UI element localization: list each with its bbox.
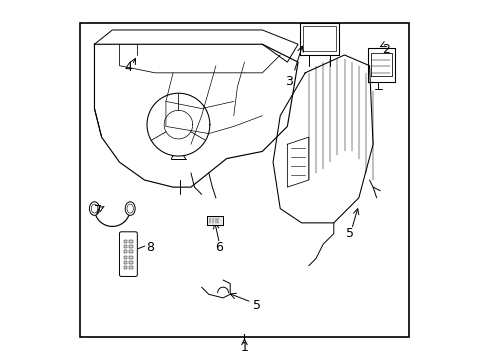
Bar (123, 245, 127, 248)
Ellipse shape (125, 202, 135, 215)
Bar (129, 250, 132, 253)
Bar (129, 245, 132, 248)
Text: 3: 3 (285, 75, 292, 88)
Bar (129, 261, 132, 264)
Bar (129, 256, 132, 258)
Bar (123, 250, 127, 253)
Text: 8: 8 (145, 241, 154, 255)
Text: 1: 1 (240, 341, 248, 354)
Bar (129, 266, 132, 269)
Bar (123, 266, 127, 269)
Polygon shape (206, 216, 223, 225)
Text: 4: 4 (124, 61, 132, 74)
Ellipse shape (91, 204, 98, 213)
Text: 5: 5 (252, 299, 261, 312)
Bar (123, 256, 127, 258)
FancyBboxPatch shape (119, 232, 137, 276)
Bar (123, 240, 127, 243)
Bar (123, 261, 127, 264)
Text: 2: 2 (381, 43, 389, 56)
Text: 5: 5 (345, 227, 353, 240)
Bar (129, 240, 132, 243)
Ellipse shape (127, 204, 133, 213)
Text: 6: 6 (215, 241, 223, 255)
Ellipse shape (89, 202, 99, 215)
Text: 7: 7 (94, 204, 102, 217)
Bar (80, 23, 408, 337)
